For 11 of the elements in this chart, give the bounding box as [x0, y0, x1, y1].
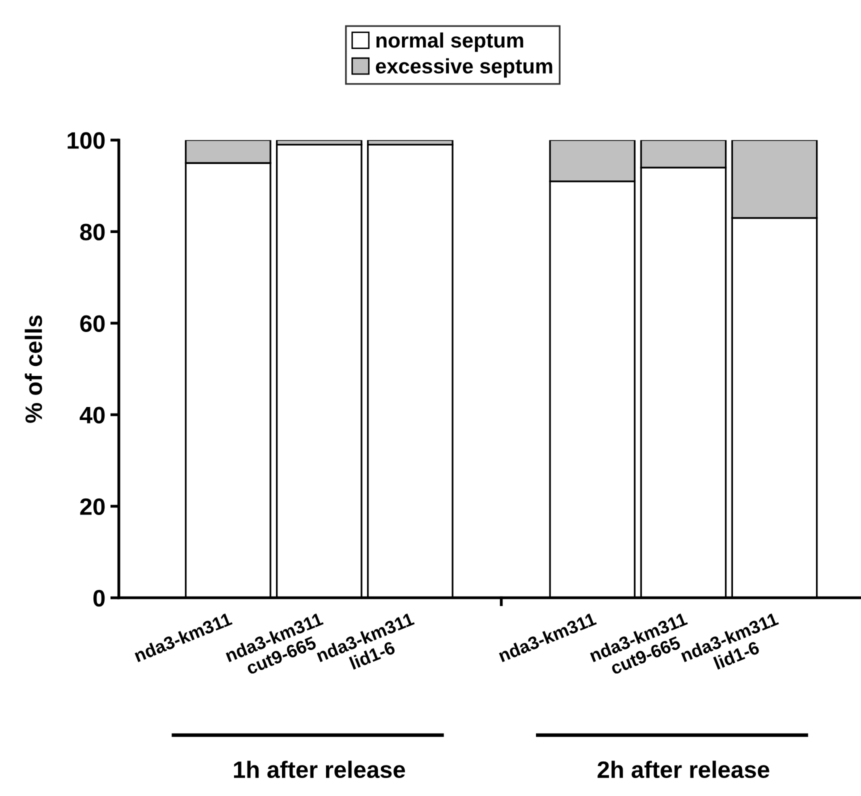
y-tick-label: 100 — [68, 132, 105, 149]
y-axis-title: % of cells — [24, 315, 42, 423]
y-tick-label: 80 — [80, 224, 105, 240]
legend-label: excessive septum — [376, 58, 552, 78]
y-tick-label: 40 — [80, 406, 105, 424]
legend-label: normal septum — [376, 32, 524, 52]
y-tick-label: 60 — [80, 315, 105, 332]
y-tick-label: 0 — [93, 590, 105, 607]
y-tick-label: 20 — [80, 498, 105, 516]
text: 1h after release — [234, 760, 405, 778]
text: 2h after release — [598, 760, 770, 778]
